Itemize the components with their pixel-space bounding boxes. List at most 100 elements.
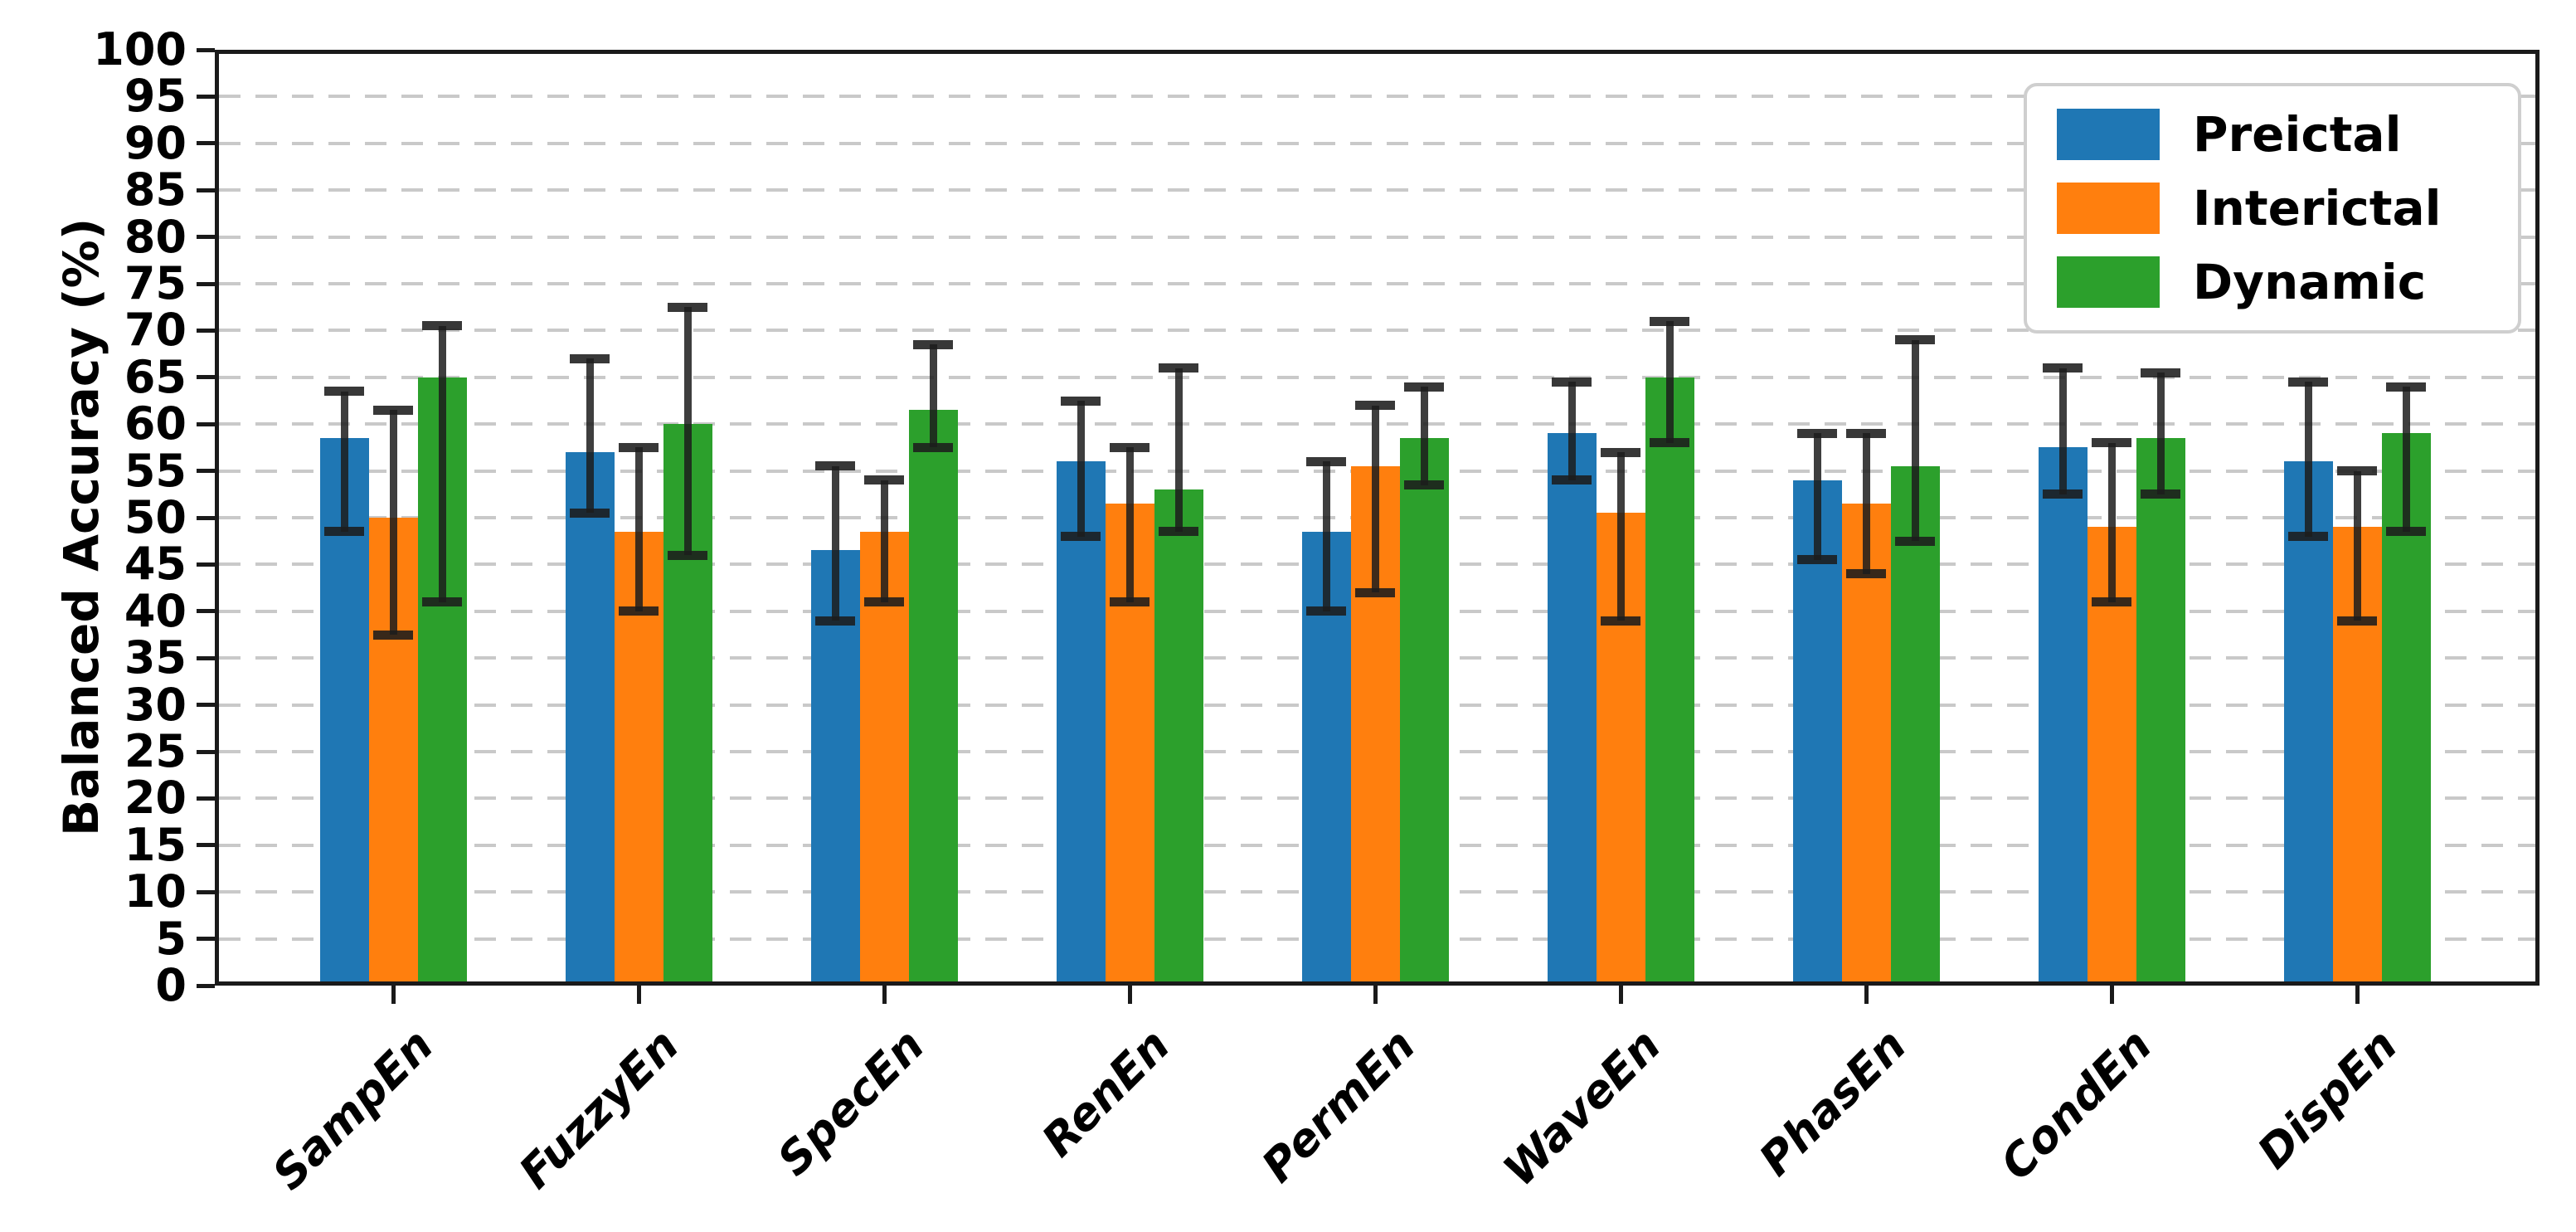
error-bar-cap [1159, 527, 1198, 537]
error-bar-cap [1306, 606, 1346, 616]
error-bar-interictal-specen [880, 480, 888, 602]
legend-swatch-dynamic [2057, 256, 2160, 308]
bar-preictal-fuzzyen [565, 452, 615, 981]
error-bar-cap [1797, 428, 1837, 438]
bar-interictal-specen [859, 531, 909, 981]
x-tick-label-waveen: WaveEn [1493, 1019, 1671, 1196]
bar-dynamic-conden [2136, 438, 2185, 981]
y-tick-mark [197, 235, 215, 240]
y-tick-label: 15 [124, 818, 187, 871]
error-bar-preictal-phasen [1813, 433, 1821, 560]
error-bar-cap [1846, 428, 1886, 438]
error-bar-cap [1061, 396, 1101, 406]
error-bar-cap [2337, 466, 2377, 476]
bar-interictal-phasen [1841, 504, 1891, 981]
legend-swatch-preictal [2057, 109, 2160, 161]
y-tick-mark [197, 421, 215, 426]
y-tick-label: 35 [124, 631, 187, 684]
y-tick-label: 85 [124, 163, 187, 217]
error-bar-cap [373, 405, 413, 415]
x-tick-mark [2355, 986, 2360, 1004]
bar-preictal-conden [2038, 447, 2088, 981]
error-bar-preictal-specen [831, 465, 839, 621]
gridline [219, 329, 2535, 333]
error-bar-cap [1552, 377, 1592, 387]
error-bar-preictal-conden [2058, 368, 2067, 494]
error-bar-cap [2043, 363, 2083, 373]
error-bar-cap [1650, 316, 1689, 326]
x-tick-mark [1127, 986, 1132, 1004]
error-bar-cap [864, 597, 904, 607]
bar-preictal-dispen [2283, 461, 2333, 981]
y-tick-label: 45 [124, 538, 187, 591]
error-bar-preictal-fuzzyen [586, 358, 594, 514]
error-bar-cap [913, 339, 953, 349]
legend-box: Preictal Interictal Dynamic [2024, 83, 2521, 334]
legend-label: Dynamic [2193, 253, 2427, 310]
y-tick-mark [197, 328, 215, 333]
error-bar-cap [815, 461, 855, 471]
error-bar-cap [1404, 480, 1444, 490]
error-bar-cap [1601, 447, 1640, 457]
y-tick-mark [197, 609, 215, 614]
y-tick-label: 10 [124, 865, 187, 918]
y-tick-mark [197, 515, 215, 520]
x-tick-label-conden: CondEn [1990, 1019, 2162, 1191]
error-bar-cap [1061, 532, 1101, 542]
y-tick-mark [197, 889, 215, 894]
y-tick-label: 30 [124, 678, 187, 731]
error-bar-cap [2092, 597, 2131, 607]
error-bar-cap [913, 442, 953, 452]
error-bar-cap [2386, 382, 2426, 392]
error-bar-cap [1895, 335, 1935, 345]
error-bar-cap [1306, 456, 1346, 466]
error-bar-preictal-sampen [340, 391, 348, 532]
error-bar-cap [570, 508, 610, 518]
error-bar-cap [2288, 532, 2328, 542]
y-tick-mark [197, 655, 215, 660]
y-tick-label: 5 [155, 912, 187, 965]
error-bar-cap [422, 597, 462, 607]
y-tick-mark [197, 937, 215, 942]
y-tick-mark [197, 983, 215, 988]
x-tick-label-specen: SpecEn [767, 1019, 935, 1186]
y-tick-label: 100 [93, 23, 187, 75]
error-bar-cap [1159, 363, 1198, 373]
error-bar-interictal-renen [1125, 447, 1134, 602]
gridline [219, 141, 2535, 145]
error-bar-cap [1404, 382, 1444, 392]
error-bar-cap [2092, 438, 2131, 448]
y-tick-label: 25 [124, 725, 187, 777]
error-bar-cap [570, 353, 610, 363]
error-bar-cap [1355, 587, 1395, 597]
legend-label: Interictal [2193, 179, 2442, 236]
bar-dynamic-permen [1399, 438, 1449, 981]
y-tick-label: 95 [124, 70, 187, 123]
x-tick-label-permen: PermEn [1252, 1019, 1426, 1193]
error-bar-cap [1797, 555, 1837, 565]
error-bar-cap [1110, 597, 1149, 607]
x-tick-mark [636, 986, 641, 1004]
error-bar-cap [619, 442, 659, 452]
error-bar-cap [324, 387, 364, 397]
error-bar-interictal-phasen [1862, 433, 1870, 574]
error-bar-cap [1355, 401, 1395, 411]
x-tick-mark [882, 986, 887, 1004]
error-bar-preictal-renen [1077, 401, 1085, 537]
y-tick-mark [197, 703, 215, 708]
x-tick-label-fuzzyen: FuzzyEn [508, 1019, 689, 1199]
y-tick-label: 90 [124, 116, 187, 169]
error-bar-cap [668, 302, 707, 312]
y-tick-mark [197, 749, 215, 754]
error-bar-dynamic-sampen [438, 325, 446, 602]
error-bar-cap [1895, 536, 1935, 546]
bar-dynamic-phasen [1890, 465, 1940, 981]
x-tick-mark [1373, 986, 1378, 1004]
error-bar-dynamic-fuzzyen [683, 307, 692, 556]
error-bar-cap [422, 321, 462, 331]
error-bar-dynamic-conden [2156, 373, 2165, 494]
error-bar-cap [2386, 527, 2426, 537]
y-tick-label: 60 [124, 397, 187, 450]
bar-dynamic-waveen [1645, 377, 1694, 981]
